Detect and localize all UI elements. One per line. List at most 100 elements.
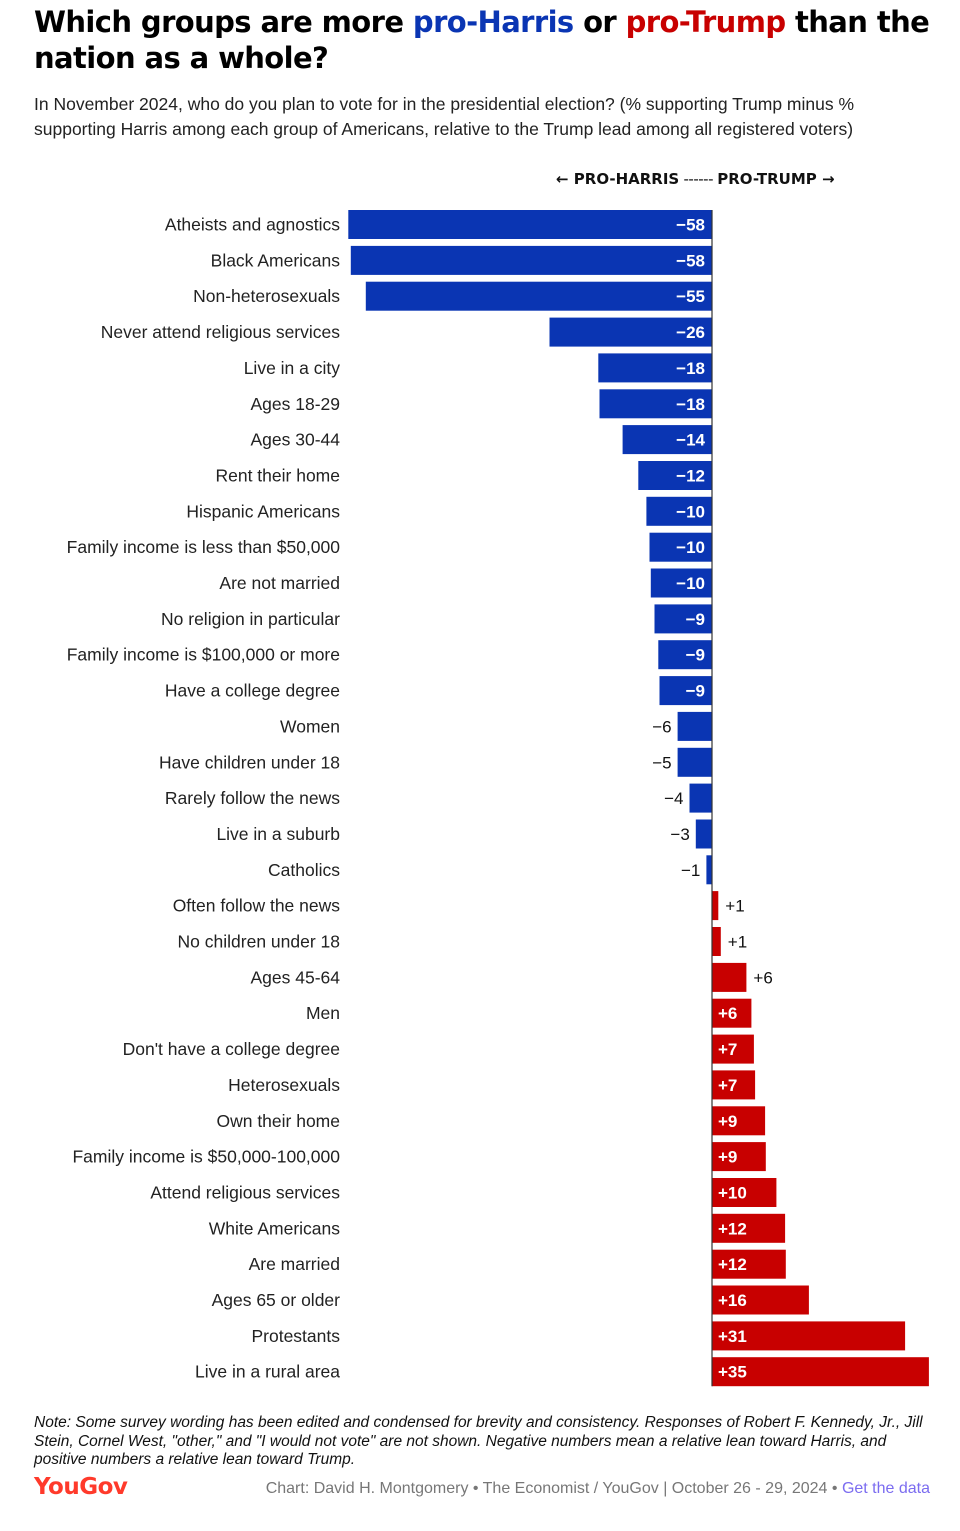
bar — [712, 1321, 906, 1351]
value-label: −9 — [686, 646, 705, 665]
bar — [348, 210, 713, 239]
value-label: +35 — [718, 1363, 747, 1382]
category-label: Ages 30-44 — [250, 430, 340, 450]
bar — [712, 1034, 754, 1064]
category-label: Live in a city — [244, 358, 341, 378]
category-label: Ages 65 or older — [212, 1290, 341, 1310]
legend-pro-trump: PRO-TRUMP → — [717, 170, 835, 188]
bar — [598, 353, 713, 383]
title-part2: than the nation as a whole? — [34, 5, 930, 75]
category-label: No religion in particular — [161, 609, 340, 629]
value-label: −6 — [652, 717, 671, 736]
value-label: +1 — [728, 933, 747, 952]
value-label: −9 — [686, 610, 705, 629]
bar — [712, 1106, 766, 1136]
yougov-logo: YouGov — [34, 1474, 128, 1500]
title-part1: Which groups are more — [34, 5, 413, 39]
value-label: −18 — [676, 395, 705, 414]
value-label: −4 — [664, 789, 683, 808]
bar — [649, 532, 712, 562]
chart-credit: Chart: David H. Montgomery • The Economi… — [266, 1480, 930, 1498]
bar — [712, 1070, 756, 1100]
bar — [654, 604, 712, 634]
bar — [622, 425, 712, 455]
get-the-data-link[interactable]: Get the data — [841, 1480, 930, 1497]
bar — [365, 281, 713, 311]
category-label: Attend religious services — [150, 1182, 340, 1202]
value-label: +16 — [718, 1291, 747, 1310]
category-label: Rarely follow the news — [165, 788, 340, 808]
category-label: Don't have a college degree — [123, 1039, 340, 1059]
value-label: −1 — [681, 861, 700, 880]
category-label: Catholics — [268, 860, 340, 880]
credit-text: Chart: David H. Montgomery • The Economi… — [265, 1480, 842, 1497]
value-label: −10 — [676, 574, 705, 593]
title-trump: pro-Trump — [625, 5, 786, 39]
bar — [712, 927, 721, 956]
value-label: −26 — [676, 323, 705, 342]
category-label: Black Americans — [211, 250, 341, 270]
category-label: Live in a suburb — [216, 824, 340, 844]
bar — [350, 245, 713, 275]
value-label: +9 — [718, 1112, 737, 1131]
value-label: +9 — [718, 1148, 737, 1167]
value-label: −55 — [676, 287, 705, 306]
category-label: Non-heterosexuals — [193, 286, 340, 306]
bar — [650, 568, 713, 598]
bar-chart: Atheists and agnostics −58 Black Americans… — [67, 210, 929, 1387]
chart-subtitle: In November 2024, who do you plan to vot… — [34, 94, 855, 139]
category-label: Heterosexuals — [228, 1075, 340, 1095]
bar — [712, 1249, 786, 1279]
value-label: +6 — [753, 968, 772, 987]
value-label: +1 — [725, 897, 744, 916]
category-label: No children under 18 — [178, 932, 340, 952]
category-label: Family income is $100,000 or more — [67, 645, 340, 665]
legend-pro-harris: ← PRO-HARRIS — [556, 170, 680, 188]
title-harris: pro-Harris — [412, 5, 574, 39]
category-label: Women — [280, 716, 340, 736]
value-label: −10 — [676, 502, 705, 521]
value-label: +12 — [718, 1255, 747, 1274]
value-label: −12 — [676, 466, 705, 485]
footnote: Note: Some survey wording has been edite… — [34, 1414, 923, 1468]
category-label: Hispanic Americans — [186, 501, 340, 521]
value-label: +7 — [718, 1040, 737, 1059]
bar — [712, 998, 752, 1028]
category-label: Are not married — [219, 573, 340, 593]
direction-legend: ← PRO-HARRIS ------ PRO-TRUMP → — [556, 170, 835, 188]
value-label: −18 — [676, 359, 705, 378]
bar — [549, 317, 712, 347]
category-label: Ages 45-64 — [250, 967, 340, 987]
category-label: Often follow the news — [173, 896, 341, 916]
bar — [712, 891, 719, 921]
value-label: +31 — [718, 1327, 747, 1346]
category-label: Protestants — [251, 1326, 340, 1346]
bar — [712, 1142, 766, 1172]
bar — [658, 640, 713, 670]
category-label: Family income is less than $50,000 — [67, 537, 341, 557]
value-label: −5 — [652, 753, 671, 772]
bar — [646, 496, 712, 526]
category-label: Own their home — [216, 1111, 340, 1131]
bar — [712, 962, 747, 992]
bar — [712, 1213, 786, 1243]
category-label: Live in a rural area — [195, 1362, 340, 1382]
bar — [638, 461, 713, 490]
value-label: +7 — [718, 1076, 737, 1095]
category-label: Atheists and agnostics — [165, 215, 340, 235]
category-label: Have a college degree — [165, 681, 340, 701]
value-label: −14 — [676, 431, 705, 450]
value-label: +6 — [718, 1004, 737, 1023]
bar — [659, 676, 712, 706]
category-label: Family income is $50,000-100,000 — [72, 1147, 340, 1167]
bar — [706, 855, 712, 885]
category-label: White Americans — [209, 1218, 341, 1238]
category-label: Never attend religious services — [101, 322, 341, 342]
category-label: Have children under 18 — [159, 752, 340, 772]
value-label: −9 — [686, 682, 705, 701]
value-label: −10 — [676, 538, 705, 557]
legend-separator: ------ — [679, 170, 718, 188]
value-label: +12 — [718, 1219, 747, 1238]
value-label: +10 — [718, 1183, 747, 1202]
value-label: −58 — [676, 216, 705, 235]
